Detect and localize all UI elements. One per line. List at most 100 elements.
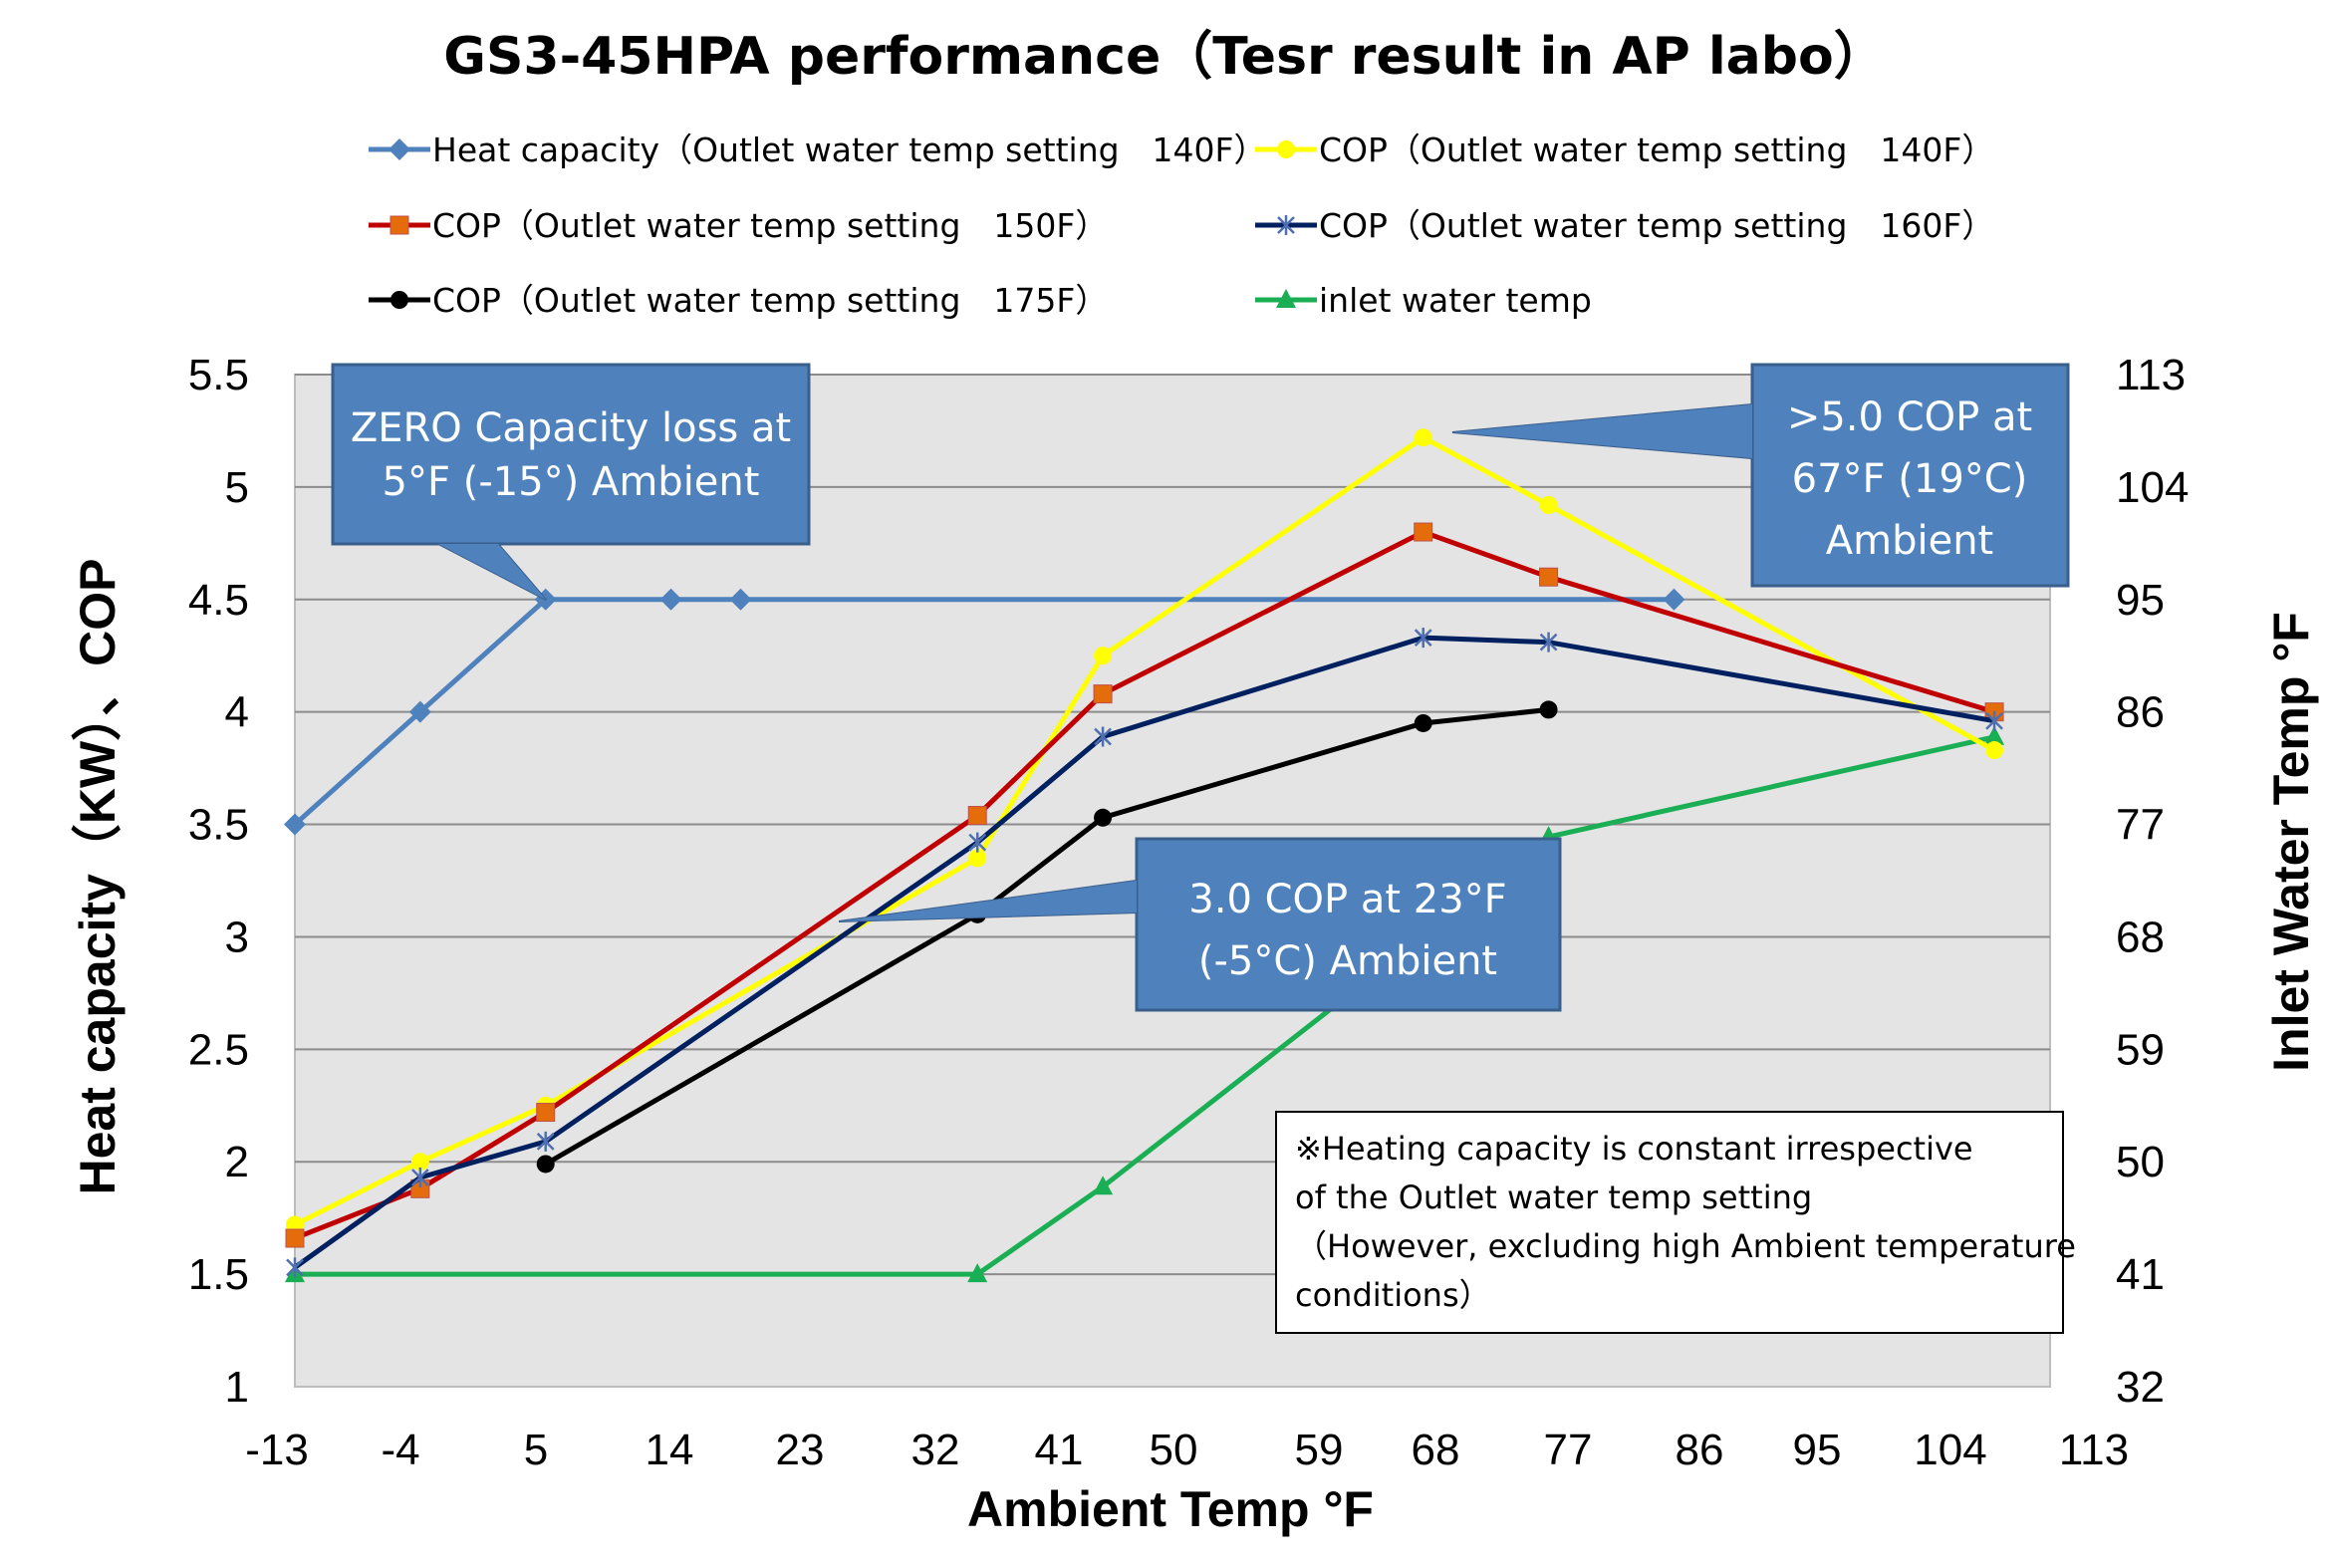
callout-0: ZERO Capacity loss at 5°F (-15°) Ambient <box>331 363 811 601</box>
callout-line: 67°F (19°C) <box>1792 456 2028 502</box>
data-point <box>1663 588 1685 611</box>
y2-tick-label: 104 <box>2116 463 2189 512</box>
y2-tick-label: 32 <box>2116 1363 2165 1412</box>
callout-1: >5.0 COP at 67°F (19°C) Ambient <box>1451 363 2070 588</box>
x-tick-label: 14 <box>646 1426 694 1474</box>
y-axis-title: Heat capacity（KW）、COP <box>70 558 126 1194</box>
legend-item: COP（Outlet water temp setting 150F） <box>369 206 1108 245</box>
series-3 <box>286 628 2003 1278</box>
legend-label: COP（Outlet water temp setting 140F） <box>1319 131 1994 169</box>
series-4 <box>536 700 1558 1174</box>
data-point <box>729 588 752 611</box>
data-point <box>536 1155 555 1174</box>
series-0 <box>284 588 1685 836</box>
data-point <box>1414 522 1433 542</box>
right-axis-ticks: 32 41 50 59 68 77 86 95 104 113 <box>2116 351 2189 1412</box>
legend-item: COP（Outlet water temp setting 160F） <box>1255 206 1994 245</box>
x-tick-label: 86 <box>1676 1426 1724 1474</box>
y-tick-label: 5.5 <box>188 351 249 399</box>
series-line <box>293 635 1995 1270</box>
data-point <box>1539 567 1559 587</box>
x-tick-label: 41 <box>1035 1426 1084 1474</box>
data-point <box>1093 1176 1114 1195</box>
y2-tick-label: 86 <box>2116 688 2165 737</box>
data-point <box>1094 726 1112 747</box>
x-axis-ticks: -13 -4 5 14 23 32 41 50 59 68 77 86 95 104 113 <box>245 1426 2129 1474</box>
data-point <box>1539 632 1558 653</box>
data-point <box>967 1263 988 1283</box>
callout-line: (-5°C) Ambient <box>1198 938 1497 984</box>
x-tick-label: 5 <box>524 1426 548 1474</box>
legend-marker <box>1276 289 1296 308</box>
data-point <box>1985 741 2004 760</box>
legend-marker <box>388 138 410 160</box>
y-tick-label: 1 <box>225 1363 249 1412</box>
data-point <box>1985 710 2003 731</box>
legend-item: Heat capacity（Outlet water temp setting … <box>369 131 1267 169</box>
y-tick-label: 2 <box>225 1138 249 1186</box>
x-tick-label: 59 <box>1295 1426 1344 1474</box>
legend-marker <box>1277 140 1295 158</box>
legend-label: COP（Outlet water temp setting 160F） <box>1319 206 1994 245</box>
legend-marker <box>389 215 409 235</box>
y2-axis-title: Inlet Water Temp °F <box>2263 612 2319 1072</box>
callout-2: 3.0 COP at 23°F (-5°C) Ambient <box>838 837 1562 1012</box>
data-point <box>1539 495 1558 514</box>
data-point <box>1093 684 1113 704</box>
note-text: ※Heating capacity is constant irrespecti… <box>1295 1130 2076 1314</box>
data-point <box>968 832 987 853</box>
y2-tick-label: 95 <box>2116 576 2165 625</box>
y-tick-label: 1.5 <box>188 1250 249 1299</box>
y-tick-label: 4 <box>225 688 249 737</box>
legend: Heat capacity（Outlet water temp setting … <box>369 131 1994 320</box>
data-point <box>968 849 987 868</box>
data-point <box>1094 808 1113 827</box>
legend-item: COP（Outlet water temp setting 175F） <box>369 281 1108 320</box>
series-layer <box>284 428 2005 1283</box>
data-point <box>1539 700 1558 719</box>
x-tick-label: 104 <box>1914 1426 1986 1474</box>
y-tick-label: 3.5 <box>188 801 249 850</box>
y2-tick-label: 68 <box>2116 913 2165 961</box>
data-point <box>410 1168 429 1188</box>
x-tick-label: 77 <box>1544 1426 1593 1474</box>
y2-tick-label: 41 <box>2116 1250 2165 1299</box>
y2-tick-label: 77 <box>2116 801 2165 850</box>
y2-tick-label: 113 <box>2116 351 2186 399</box>
data-point <box>1094 647 1113 665</box>
legend-marker <box>390 291 408 309</box>
x-tick-label: -4 <box>381 1426 419 1474</box>
legend-label: COP（Outlet water temp setting 150F） <box>432 206 1108 245</box>
series-line <box>293 597 1675 827</box>
callout-pointer-fill <box>438 544 546 600</box>
callout-line: Ambient <box>1826 518 1993 564</box>
data-point <box>1984 725 2005 745</box>
data-point <box>536 1131 555 1152</box>
x-axis-title: Ambient Temp °F <box>967 1481 1374 1537</box>
left-axis-ticks: 1 1.5 2 2.5 3 3.5 4 4.5 5 5.5 <box>188 351 249 1412</box>
data-point <box>410 1153 429 1172</box>
y-tick-label: 4.5 <box>188 576 249 625</box>
callout-box <box>331 363 811 546</box>
callout-line: >5.0 COP at <box>1787 394 2032 440</box>
data-point <box>286 1257 304 1278</box>
data-point <box>1414 428 1432 447</box>
legend-marker <box>1277 215 1295 235</box>
series-2 <box>285 522 2004 1248</box>
callout-box <box>1750 363 2070 588</box>
chart-title: GS3-45HPA performance（Tesr result in AP … <box>443 27 1885 87</box>
data-point <box>1414 713 1432 732</box>
callouts: ZERO Capacity loss at 5°F (-15°) Ambient >… <box>331 363 2070 1012</box>
x-tick-label: -13 <box>245 1426 309 1474</box>
x-tick-label: 50 <box>1150 1426 1198 1474</box>
callout-pointer-fill <box>1452 404 1752 458</box>
callout-pointer-fill <box>839 881 1137 921</box>
note-box <box>1275 1111 2064 1334</box>
x-tick-label: 113 <box>2059 1426 2129 1474</box>
data-point <box>408 700 431 723</box>
callout-line: 5°F (-15°) Ambient <box>383 459 760 505</box>
y-tick-label: 5 <box>225 463 249 512</box>
callout-line: 3.0 COP at 23°F <box>1188 877 1506 922</box>
note-line: ※Heating capacity is constant irrespecti… <box>1295 1130 1973 1168</box>
